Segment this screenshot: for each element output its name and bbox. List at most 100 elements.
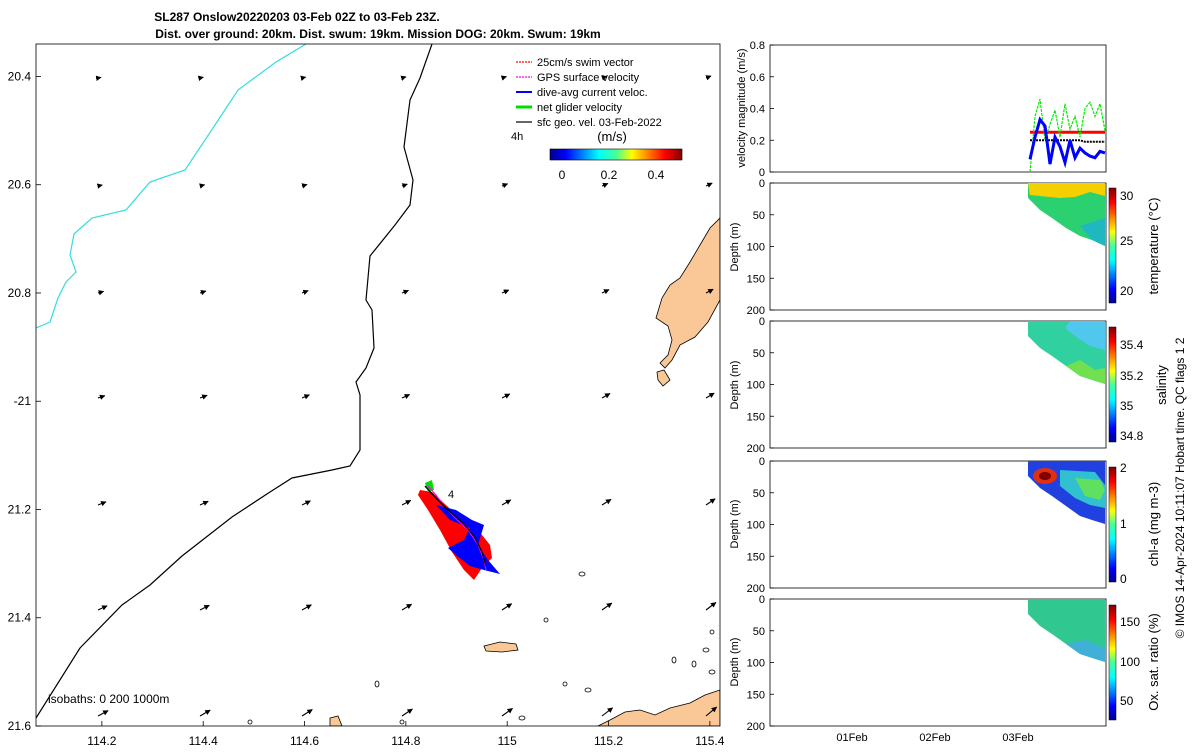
- depth-tick-label: 150: [747, 689, 765, 701]
- velocity-ylabel: velocity magnitude (m/s): [736, 48, 748, 167]
- colorbar-tick-salinity-3: 35.4: [1120, 338, 1144, 352]
- geo-velocity-arrow: [401, 499, 412, 506]
- geo-velocity-arrow: [199, 500, 209, 506]
- geo-velocity-arrow: [401, 183, 408, 189]
- depth-tick-label: 50: [753, 626, 765, 638]
- geo-velocity-arrow: [501, 499, 512, 506]
- section-ylabel-oxygen: Depth (m): [729, 638, 741, 687]
- legend-label-gps: GPS surface velocity: [537, 72, 640, 84]
- legend-note: 4h: [511, 131, 523, 143]
- geo-velocity-arrow: [197, 75, 204, 82]
- section-fresh-salinity: [1065, 321, 1105, 350]
- colorbar-salinity: [1108, 326, 1117, 443]
- geo-velocity-arrow: [301, 183, 308, 189]
- geo-velocity-arrow: [501, 603, 513, 611]
- geo-velocity-arrow: [97, 710, 109, 717]
- reef-outlines: [247, 571, 716, 725]
- velocity-panel: 0 0.2 0.4 0.6 0.8 velocity magnitude (m/s): [736, 40, 1107, 179]
- colorbar-label-salinity: salinity: [1154, 365, 1169, 405]
- map-legend: 25cm/s swim vector GPS surface velocity …: [511, 57, 683, 182]
- map-background: [36, 44, 720, 726]
- geo-velocity-arrow: [301, 604, 312, 611]
- geo-velocity-arrow: [401, 603, 413, 611]
- land-islet: [656, 369, 671, 387]
- map-frame: [35, 43, 721, 727]
- map-x-tick-label: 115.2: [594, 734, 623, 748]
- geo-velocity-arrow: [601, 498, 612, 506]
- land-south-islet: [329, 715, 343, 726]
- colorbar-tick-temperature-0: 20: [1120, 284, 1134, 298]
- time-tick-02feb: 02Feb: [919, 732, 950, 744]
- map-y-tick-label: -21: [14, 394, 32, 408]
- colorbar-tick-chla-0: 0: [1120, 572, 1127, 586]
- geo-velocity-arrow: [96, 183, 103, 189]
- map-x-tick-label: 114.8: [391, 734, 420, 748]
- geo-velocity-arrow: [95, 75, 102, 82]
- legend-label-current: dive-avg current veloc.: [537, 87, 648, 99]
- colorbar-tick-oxygen-0: 50: [1120, 694, 1134, 708]
- depth-tick-label: 50: [753, 210, 765, 222]
- colorbar-tick-0: 0: [559, 168, 566, 182]
- colorbar-temperature: [1108, 187, 1117, 304]
- land-barrow-island: [655, 217, 720, 369]
- isobath-200m: [36, 44, 433, 719]
- section-max-core-chla: [1039, 472, 1051, 480]
- depth-tick-label: 150: [747, 551, 765, 563]
- geo-velocity-arrow: [601, 182, 609, 188]
- depth-tick-label: 0: [759, 594, 765, 606]
- depth-tick-label: 200: [747, 443, 765, 455]
- section-ylabel-chla: Depth (m): [729, 500, 741, 549]
- geo-velocity-arrow: [401, 394, 411, 400]
- velocity-line-1: [1028, 116, 1106, 169]
- colorbar-label-oxygen: Ox. sat. ratio (%): [1146, 613, 1161, 711]
- colorbar-tick-chla-1: 1: [1120, 517, 1127, 531]
- velocity-y-tick-label: 0: [759, 167, 765, 179]
- velocity-y-tick-label: 0.4: [750, 104, 765, 116]
- geo-velocity-arrow: [601, 393, 611, 399]
- isobath-1000m: [36, 44, 307, 329]
- section-chla: Depth (m) 0 1 2 chl-a (mg m-3): [729, 460, 1161, 589]
- colorbar-oxygen: [1108, 604, 1117, 721]
- depth-tick-label: 100: [747, 242, 765, 254]
- map-y-tick-label: 20.8: [8, 286, 32, 300]
- depth-tick-label: 150: [747, 411, 765, 423]
- map-x-tick-label: 114.2: [87, 734, 116, 748]
- geo-velocity-arrow: [501, 707, 513, 717]
- geo-velocity-arrow: [301, 289, 309, 295]
- section-temperature: Depth (m) 20 25 30 temperature (°C): [729, 182, 1161, 311]
- geo-velocity-arrow: [301, 394, 310, 400]
- colorbar-tick-salinity-0: 34.8: [1120, 429, 1144, 443]
- velocity-y-axis: 0 0.2 0.4 0.6 0.8: [750, 40, 774, 179]
- geo-velocity-arrow: [97, 605, 108, 611]
- land-small-island: [483, 641, 519, 653]
- velocity-line-3: [1030, 139, 1105, 143]
- time-tick-03feb: 03Feb: [1002, 732, 1033, 744]
- velocity-y-tick-label: 0.8: [750, 40, 765, 52]
- geo-velocity-arrow: [705, 392, 715, 399]
- colorbar-tick-salinity-2: 35.2: [1120, 369, 1144, 383]
- track-time-label: 4: [448, 489, 454, 501]
- land-south-coast: [597, 689, 720, 726]
- geo-velocity-arrow: [400, 75, 407, 81]
- colorbar-tick-2: 0.4: [648, 168, 665, 182]
- map-y-tick-label: 21.6: [8, 719, 32, 733]
- map-x-tick-label: 115: [498, 734, 517, 748]
- geo-velocity-arrow: [199, 289, 207, 296]
- geo-velocity-arrow: [501, 289, 510, 295]
- geo-velocity-arrow: [401, 708, 413, 717]
- velocity-frame: [769, 44, 1107, 173]
- geo-velocity-arrow: [199, 604, 210, 611]
- section-deep-oxygen: [1066, 640, 1105, 662]
- colorbar-tick-chla-2: 2: [1120, 461, 1127, 475]
- map-panel: 114.2 114.4 114.6 114.8 115 115.2 115.4 20.420…: [8, 43, 725, 748]
- geo-velocity-arrow: [601, 75, 608, 81]
- geo-velocity-arrow: [401, 289, 410, 295]
- geo-velocity-arrow: [97, 501, 107, 507]
- map-y-tick-label: 21.2: [8, 502, 32, 516]
- geo-velocity-arrow: [501, 393, 511, 399]
- section-band-salinity: [1066, 360, 1105, 384]
- section-green-chla: [1075, 478, 1105, 500]
- section-salinity: Depth (m) 34.8 35 35.2 35.4 salinity: [729, 320, 1169, 449]
- legend-label-geo: sfc geo. vel. 03-Feb-2022: [537, 117, 662, 129]
